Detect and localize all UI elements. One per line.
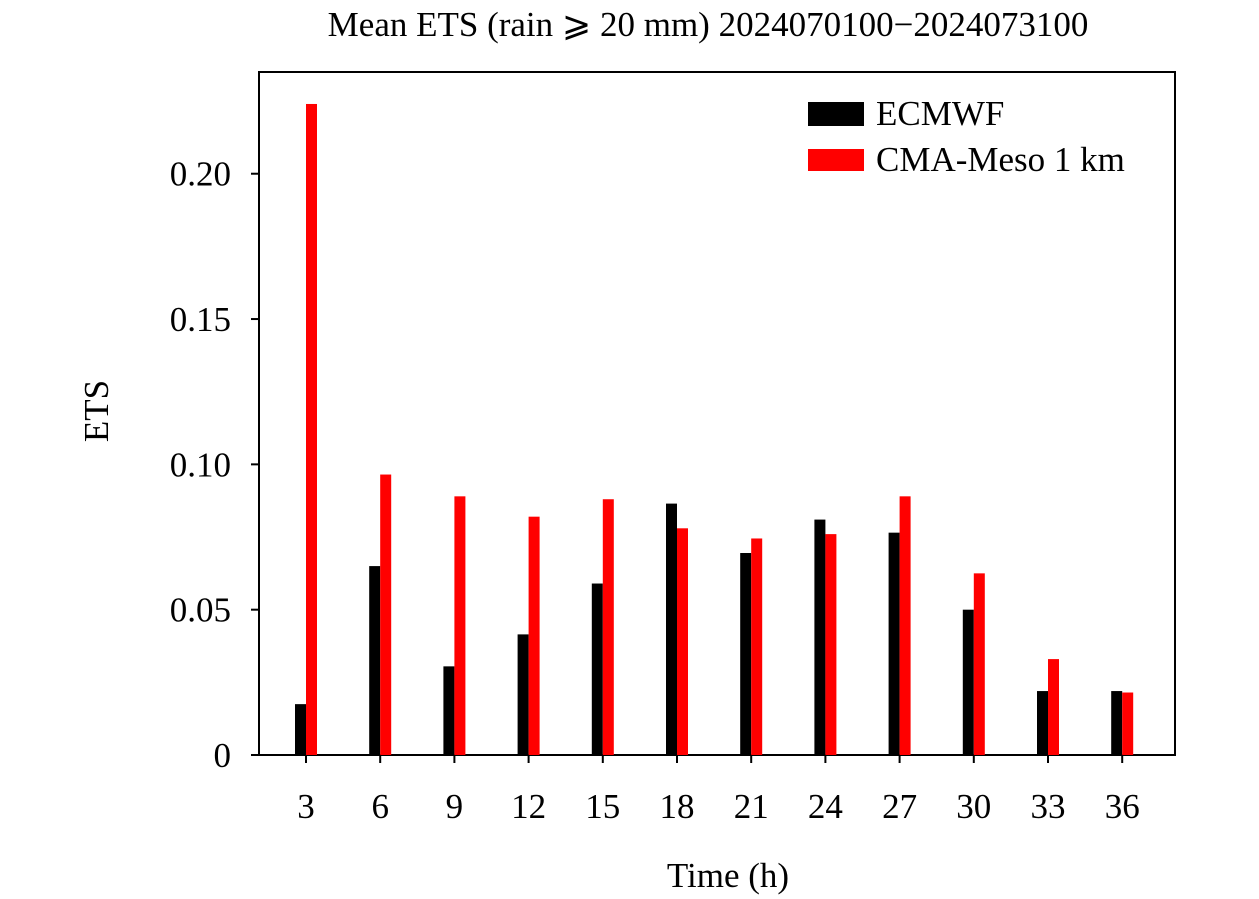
bar-ecmwf-27 — [888, 532, 900, 755]
y-tick-label-0: 0 — [214, 736, 232, 775]
plot-frame — [258, 71, 1176, 756]
x-tick-label-27: 27 — [882, 787, 917, 826]
bar-ecmwf-15 — [591, 583, 603, 755]
y-tick-label-4: 0.20 — [170, 155, 231, 194]
bar-ecmwf-30 — [962, 609, 974, 755]
x-tick-label-15: 15 — [585, 787, 620, 826]
bar-cma-meso-21 — [751, 538, 763, 755]
chart-title: Mean ETS (rain ⩾ 20 mm) 2024070100−20240… — [328, 5, 1089, 44]
legend-swatch-ecmwf — [808, 102, 864, 126]
bars — [295, 103, 1134, 755]
x-tick-label-12: 12 — [511, 787, 546, 826]
y-tick-label-3: 0.15 — [170, 300, 231, 339]
y-tick-label-2: 0.10 — [170, 445, 231, 484]
bar-ecmwf-9 — [443, 666, 455, 755]
x-tick-label-36: 36 — [1105, 787, 1140, 826]
bar-ecmwf-33 — [1037, 691, 1048, 755]
bar-ecmwf-36 — [1111, 691, 1123, 755]
x-tick-label-24: 24 — [808, 787, 843, 826]
bar-cma-meso-15 — [602, 499, 614, 755]
bar-cma-meso-18 — [677, 528, 688, 755]
legend-label-ecmwf: ECMWF — [876, 94, 1004, 133]
bar-ecmwf-21 — [740, 553, 752, 755]
x-tick-label-3: 3 — [297, 787, 315, 826]
bar-cma-meso-33 — [1048, 659, 1059, 755]
bar-cma-meso-9 — [454, 496, 466, 755]
bar-cma-meso-12 — [528, 516, 540, 755]
x-axis: 3 6 9 12 15 18 21 24 27 30 33 36 — [297, 755, 1140, 826]
bar-cma-meso-27 — [899, 496, 911, 755]
x-tick-label-21: 21 — [734, 787, 769, 826]
bar-ecmwf-12 — [517, 634, 529, 755]
bar-ecmwf-3 — [295, 704, 306, 755]
x-tick-label-6: 6 — [371, 787, 389, 826]
bar-cma-meso-6 — [380, 474, 392, 755]
bar-ecmwf-24 — [814, 519, 826, 755]
x-tick-label-9: 9 — [446, 787, 464, 826]
bar-cma-meso-24 — [825, 534, 837, 755]
legend: ECMWF CMA-Meso 1 km — [808, 94, 1125, 179]
legend-label-cma-meso: CMA-Meso 1 km — [876, 140, 1125, 179]
bar-cma-meso-30 — [973, 573, 985, 755]
x-tick-label-30: 30 — [956, 787, 991, 826]
x-tick-label-33: 33 — [1031, 787, 1066, 826]
y-axis: 0 0.05 0.10 0.15 0.20 — [170, 155, 259, 775]
x-tick-label-18: 18 — [660, 787, 695, 826]
bar-ecmwf-18 — [666, 503, 677, 755]
legend-swatch-cma-meso — [808, 149, 864, 171]
bar-cma-meso-36 — [1122, 692, 1134, 755]
y-axis-label: ETS — [77, 380, 116, 442]
bar-ecmwf-6 — [369, 566, 381, 755]
x-axis-label: Time (h) — [667, 856, 789, 895]
bar-cma-meso-3 — [306, 103, 317, 755]
y-tick-label-1: 0.05 — [170, 591, 231, 630]
